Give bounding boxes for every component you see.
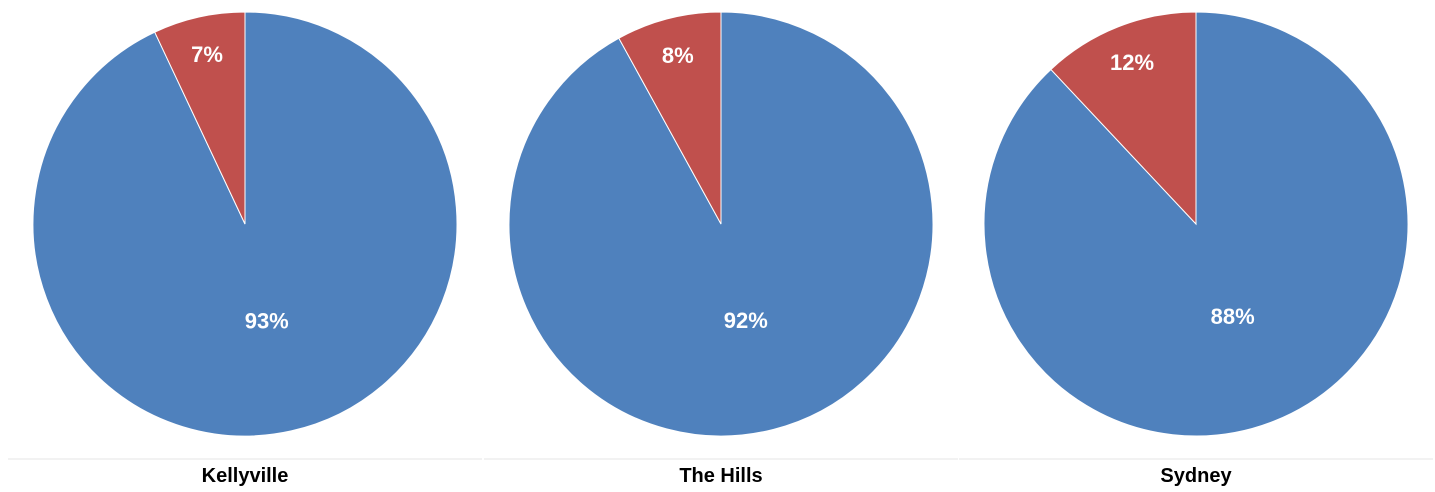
chart-title-sydney: Sydney	[1160, 465, 1232, 487]
pie-slice-12-sydney	[1050, 11, 1197, 226]
pie-slice-8-the-hills	[618, 11, 722, 225]
data-label-the-hills-1: 8%	[662, 43, 694, 68]
pie-chart-kellyville: 93% 7% Kellyville	[8, 11, 482, 487]
pie-chart-sydney: 88% 12% Sydney	[959, 11, 1433, 487]
data-label-sydney-1: 12%	[1110, 50, 1154, 75]
data-label-the-hills-0: 92%	[724, 308, 768, 333]
pie-slice-7-kellyville	[154, 11, 246, 225]
data-label-kellyville-0: 93%	[245, 309, 289, 334]
data-label-kellyville-1: 7%	[191, 42, 223, 67]
data-label-sydney-0: 88%	[1211, 304, 1255, 329]
chart-title-the-hills: The Hills	[679, 465, 762, 487]
chart-title-kellyville: Kellyville	[202, 465, 289, 487]
pie-chart-the-hills: 92% 8% The Hills	[484, 11, 958, 487]
